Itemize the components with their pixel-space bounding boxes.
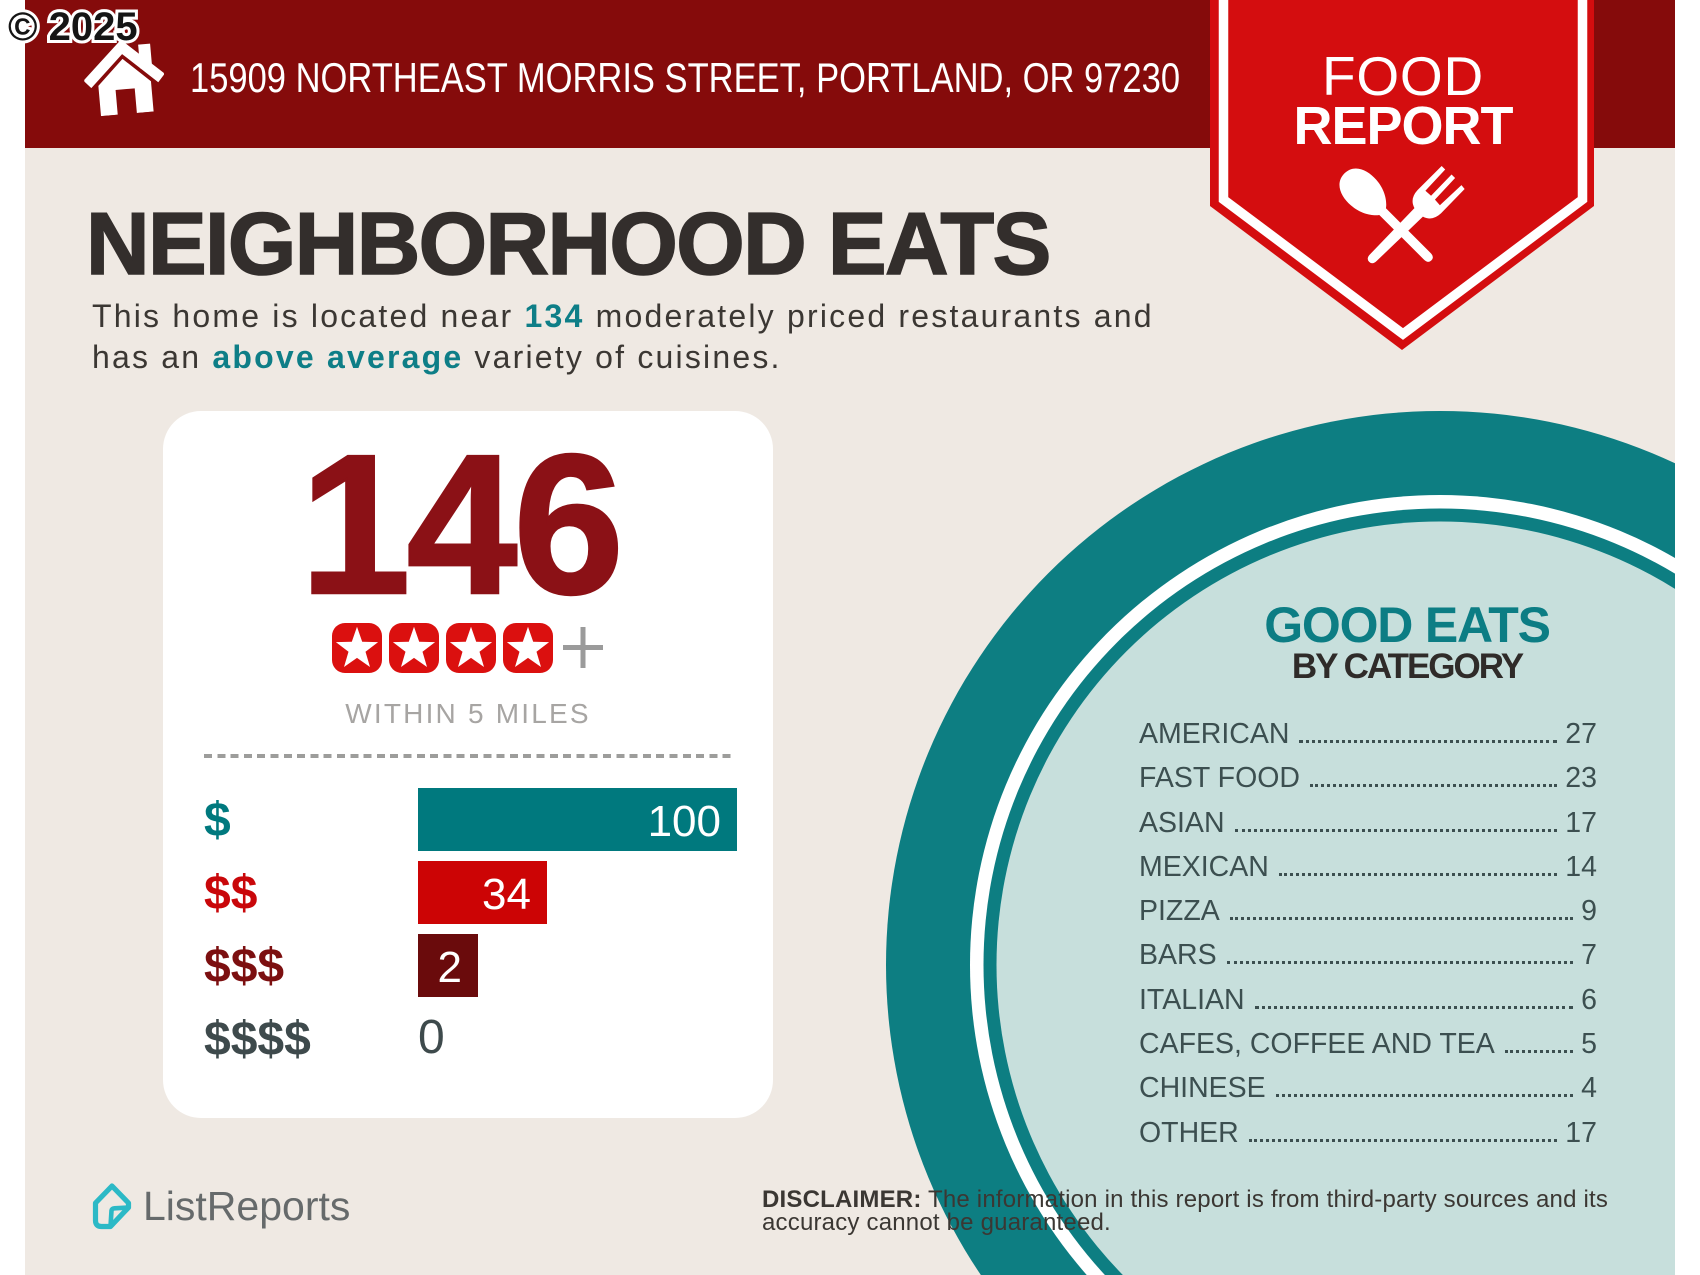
svg-text:REPORT: REPORT xyxy=(1293,96,1513,156)
svg-text:© 2025: © 2025 xyxy=(8,5,138,49)
svg-text:FOOD: FOOD xyxy=(1322,45,1484,107)
